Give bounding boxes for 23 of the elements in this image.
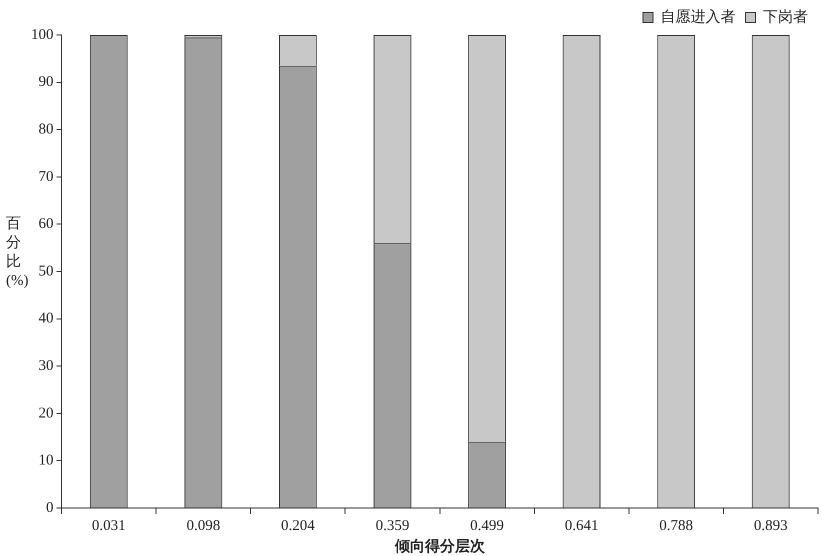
- x-tick-label: 0.359: [376, 518, 410, 534]
- y-tick-label: 90: [38, 74, 54, 90]
- y-tick-label: 20: [38, 405, 54, 422]
- legend-label: 自愿进入者: [660, 8, 736, 26]
- x-tick-label: 0.788: [659, 518, 694, 534]
- y-tick-label: 80: [38, 122, 54, 138]
- x-tick-label: 0.204: [281, 518, 316, 534]
- y-tick-label: 70: [38, 168, 54, 185]
- x-tick-label: 0.098: [186, 518, 220, 534]
- x-tick-label: 0.641: [564, 518, 598, 534]
- y-tick-label: 60: [38, 216, 54, 232]
- y-tick-label: 40: [38, 310, 54, 327]
- y-tick-label: 100: [31, 26, 54, 43]
- y-tick-label: 10: [38, 452, 54, 469]
- x-tick-label: 0.893: [754, 518, 788, 534]
- y-tick-label: 30: [38, 358, 54, 374]
- x-axis-title: 倾向得分层次: [394, 538, 486, 555]
- x-tick-label: 0.031: [92, 518, 126, 534]
- y-tick-label: 50: [38, 263, 54, 280]
- y-tick-label: 0: [46, 500, 54, 516]
- y-axis-title: 百分比(%): [6, 215, 28, 291]
- legend-label: 下岗者: [763, 8, 808, 26]
- x-tick-label: 0.499: [470, 518, 504, 534]
